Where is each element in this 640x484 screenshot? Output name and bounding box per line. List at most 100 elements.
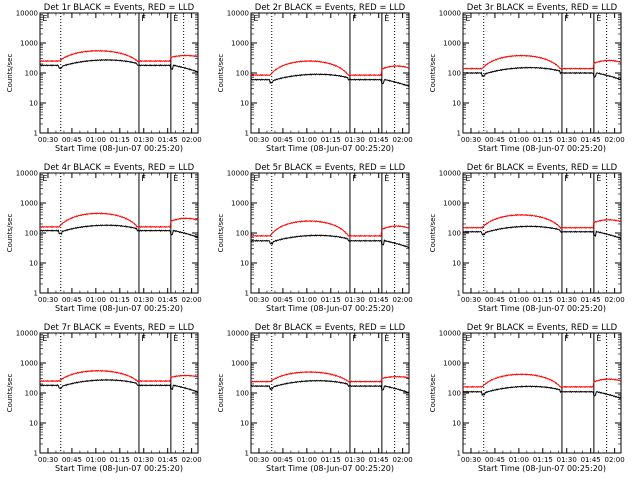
flag-label: F xyxy=(141,14,146,23)
y-axis-label: Counts/sec xyxy=(217,374,225,413)
panel-title: Det 3r BLACK = Events, RED = LLD xyxy=(467,3,618,13)
y-tick-label: 10000 xyxy=(227,170,249,178)
series-events-line xyxy=(40,378,198,393)
plot-frame xyxy=(250,172,410,294)
x-tick-label: 02:00 xyxy=(182,456,202,464)
panel-title: Det 8r BLACK = Events, RED = LLD xyxy=(255,323,406,333)
x-tick-label: 01:45 xyxy=(369,296,389,304)
series-lld-line xyxy=(251,370,409,384)
x-tick-label: 00:30 xyxy=(38,136,58,144)
y-tick-label: 1000 xyxy=(231,200,249,208)
x-tick-label: 00:45 xyxy=(273,296,293,304)
flag-label: F xyxy=(352,14,357,23)
panel-det-1: Det 1r BLACK = Events, RED = LLD 1 10 100 10… xyxy=(6,3,202,153)
series-lld-line xyxy=(463,54,621,70)
plot-frame xyxy=(250,12,410,134)
x-axis-label: Start Time (08-Jun-07 00:25:20) xyxy=(266,464,394,473)
x-tick-label: 02:00 xyxy=(393,296,413,304)
x-tick-label: 00:30 xyxy=(461,296,481,304)
y-tick-label: 1 xyxy=(245,450,249,458)
x-tick-label: 01:15 xyxy=(110,136,130,144)
plot-frame xyxy=(462,172,622,294)
flag-label: E xyxy=(42,334,47,343)
panel-title: Det 6r BLACK = Events, RED = LLD xyxy=(467,163,618,173)
flag-label: F xyxy=(564,14,569,23)
x-axis-label: Start Time (08-Jun-07 00:25:20) xyxy=(55,144,183,153)
x-tick-label: 00:45 xyxy=(62,296,82,304)
y-tick-label: 1000 xyxy=(231,40,249,48)
y-axis-label: Counts/sec xyxy=(217,214,225,253)
x-tick-label: 01:45 xyxy=(158,296,178,304)
x-tick-label: 01:00 xyxy=(509,456,529,464)
flag-label: E xyxy=(173,334,178,343)
x-tick-label: 00:45 xyxy=(485,296,505,304)
x-axis-label: Start Time (08-Jun-07 00:25:20) xyxy=(266,144,394,153)
y-tick-label: 10 xyxy=(452,260,461,268)
x-tick-label: 01:30 xyxy=(134,296,154,304)
panel-det-6: Det 6r BLACK = Events, RED = LLD 1 10 100 10… xyxy=(429,163,625,313)
plot-frame xyxy=(250,332,410,454)
y-axis-label: Counts/sec xyxy=(6,54,14,93)
flag-label: F xyxy=(564,174,569,183)
y-tick-label: 1 xyxy=(34,290,38,298)
x-axis-label: Start Time (08-Jun-07 00:25:20) xyxy=(266,304,394,313)
y-axis-label: Counts/sec xyxy=(429,54,437,93)
flag-label: E xyxy=(42,14,47,23)
y-tick-label: 10000 xyxy=(16,330,38,338)
panel-title: Det 9r BLACK = Events, RED = LLD xyxy=(467,323,618,333)
flag-label: F xyxy=(141,334,146,343)
x-tick-label: 01:45 xyxy=(369,136,389,144)
x-tick-label: 01:15 xyxy=(110,296,130,304)
x-tick-label: 02:00 xyxy=(393,136,413,144)
x-tick-label: 00:30 xyxy=(461,456,481,464)
series-events-line xyxy=(251,234,409,249)
x-tick-label: 01:00 xyxy=(297,296,317,304)
x-tick-label: 00:30 xyxy=(249,296,269,304)
y-tick-label: 100 xyxy=(448,230,461,238)
panel-det-5: Det 5r BLACK = Events, RED = LLD 1 10 100 10… xyxy=(217,163,413,313)
y-tick-label: 1000 xyxy=(443,40,461,48)
plot-frame xyxy=(462,332,622,454)
flag-label: E xyxy=(596,334,601,343)
x-tick-label: 00:45 xyxy=(273,136,293,144)
x-tick-label: 01:15 xyxy=(533,136,553,144)
x-tick-label: 01:30 xyxy=(345,296,365,304)
y-axis-label: Counts/sec xyxy=(217,54,225,93)
x-tick-label: 00:30 xyxy=(38,456,58,464)
y-tick-label: 1000 xyxy=(443,360,461,368)
y-tick-label: 100 xyxy=(236,230,249,238)
y-tick-label: 1000 xyxy=(231,360,249,368)
x-tick-label: 01:00 xyxy=(297,456,317,464)
flag-label: F xyxy=(352,334,357,343)
x-tick-label: 02:00 xyxy=(182,136,202,144)
x-tick-label: 02:00 xyxy=(605,456,625,464)
y-tick-label: 10 xyxy=(240,260,249,268)
x-tick-label: 01:00 xyxy=(86,456,106,464)
y-tick-label: 1 xyxy=(34,450,38,458)
y-tick-label: 1 xyxy=(245,130,249,138)
flag-label: E xyxy=(465,334,470,343)
x-tick-label: 00:30 xyxy=(461,136,481,144)
y-tick-label: 100 xyxy=(25,390,38,398)
y-tick-label: 10000 xyxy=(16,10,38,18)
x-tick-label: 01:00 xyxy=(509,136,529,144)
y-axis-label: Counts/sec xyxy=(429,374,437,413)
x-tick-label: 00:30 xyxy=(249,136,269,144)
flag-label: F xyxy=(564,334,569,343)
y-tick-label: 1 xyxy=(457,290,461,298)
x-tick-label: 02:00 xyxy=(182,296,202,304)
x-tick-label: 01:45 xyxy=(158,136,178,144)
series-events-line xyxy=(40,224,198,238)
series-events-line xyxy=(40,58,198,73)
flag-label: E xyxy=(596,14,601,23)
series-lld-line xyxy=(40,369,198,383)
x-tick-label: 00:45 xyxy=(62,136,82,144)
flag-label: E xyxy=(173,174,178,183)
panel-title: Det 4r BLACK = Events, RED = LLD xyxy=(44,163,195,173)
flag-label: F xyxy=(141,174,146,183)
x-axis-label: Start Time (08-Jun-07 00:25:20) xyxy=(55,464,183,473)
y-tick-label: 10 xyxy=(452,420,461,428)
x-tick-label: 00:45 xyxy=(62,456,82,464)
y-tick-label: 10 xyxy=(240,420,249,428)
